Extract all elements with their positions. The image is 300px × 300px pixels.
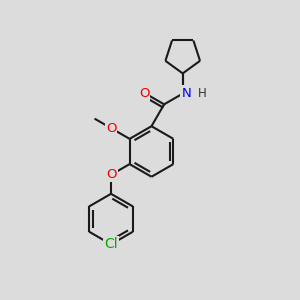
Text: H: H <box>198 87 207 100</box>
Text: O: O <box>106 168 117 182</box>
Text: O: O <box>139 87 149 100</box>
Text: O: O <box>106 122 116 135</box>
Text: Cl: Cl <box>104 237 118 251</box>
Text: N: N <box>182 86 191 100</box>
